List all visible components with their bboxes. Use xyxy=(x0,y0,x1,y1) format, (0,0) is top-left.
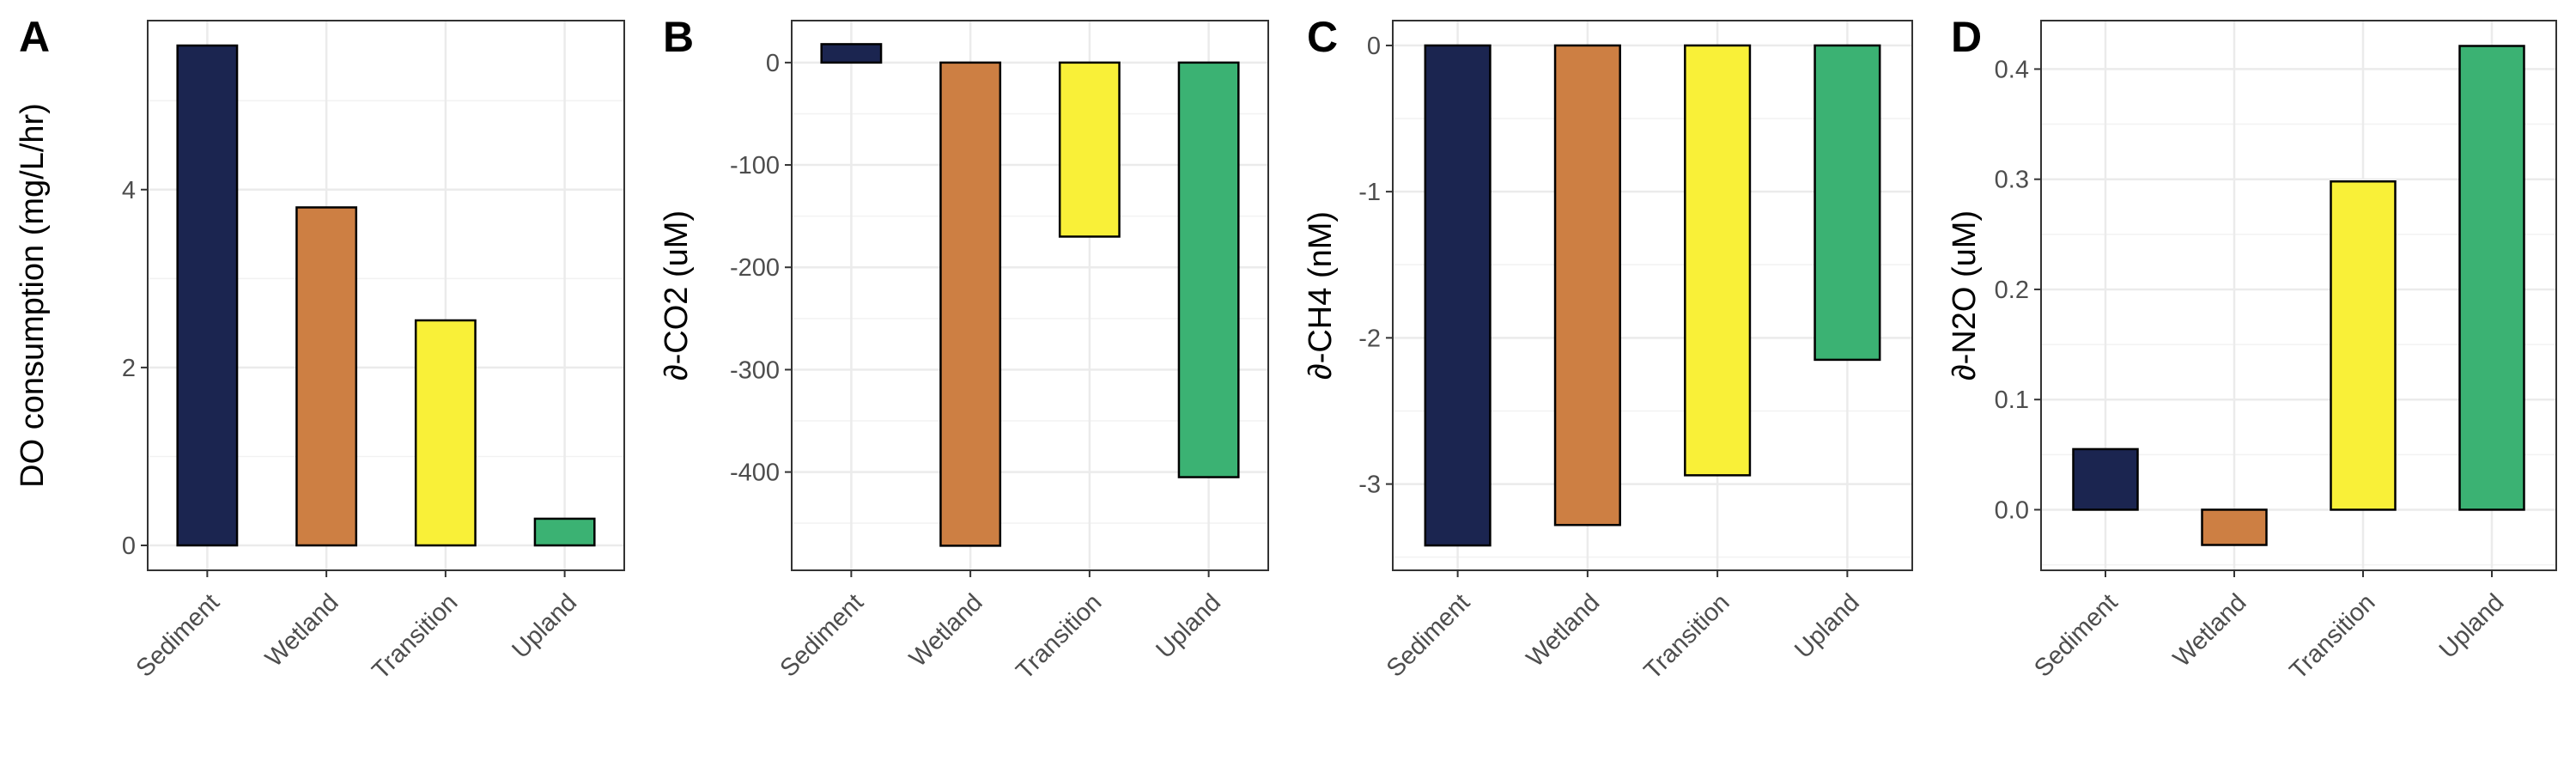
panel-b: -400 -300 -200 -100 0 Sediment Wetland Transiti… xyxy=(659,13,1269,685)
bar-transition xyxy=(414,319,477,547)
y-tick-label: 0 xyxy=(766,50,780,77)
x-tick-label: Transition xyxy=(1011,589,1107,685)
plot-border xyxy=(147,20,625,571)
x-tick-label: Sediment xyxy=(775,589,869,683)
bar-upland xyxy=(1177,61,1240,478)
bar-upland xyxy=(533,517,596,547)
y-tick-label: 0.1 xyxy=(1995,386,2029,414)
bar-sediment xyxy=(2072,447,2139,511)
y-tick-label: 4 xyxy=(122,177,136,204)
plot-border xyxy=(1392,20,1913,571)
y-axis-title: DO consumption (mg/L/hr) xyxy=(15,103,51,488)
x-tick-label: Transition xyxy=(367,589,463,685)
y-tick-label: 0.2 xyxy=(1995,277,2029,304)
bar-transition xyxy=(2330,180,2397,511)
bar-wetland xyxy=(2201,508,2268,546)
y-tick-label: -300 xyxy=(730,356,780,384)
x-tick-label: Sediment xyxy=(1382,589,1475,683)
y-tick-label: 2 xyxy=(122,355,136,382)
panel-d: 0.0 0.1 0.2 0.3 0.4 Sediment Wetland Transition… xyxy=(1947,13,2557,685)
y-tick-label: 0.3 xyxy=(1995,167,2029,194)
panel-c: -3 -2 -1 0 Sediment Wetland Transition Upland ∂-… xyxy=(1303,13,1913,685)
y-tick-label: -1 xyxy=(1358,179,1381,206)
bar-sediment xyxy=(176,44,239,547)
bar-wetland xyxy=(939,61,1002,547)
bar-transition xyxy=(1058,61,1121,238)
x-tick-label: Wetland xyxy=(2168,589,2251,673)
y-axis-title: ∂-CH4 (nM) xyxy=(1303,211,1339,380)
y-tick-label: 0 xyxy=(122,533,136,560)
panel-a: 0 2 4 Sediment Wetland Transition Upland DO con… xyxy=(15,13,625,685)
x-tick-label: Upland xyxy=(1789,589,1865,665)
x-tick-label: Transition xyxy=(2285,589,2381,685)
bar-upland xyxy=(1814,44,1881,362)
x-tick-label: Transition xyxy=(1639,589,1735,685)
y-axis-title: ∂-CO2 (uM) xyxy=(659,210,695,380)
y-tick-label: -400 xyxy=(730,460,780,487)
x-tick-label: Wetland xyxy=(260,589,343,673)
panel-letter: C xyxy=(1307,13,1338,61)
bar-wetland xyxy=(1553,44,1621,526)
y-tick-label: -2 xyxy=(1358,325,1381,352)
y-tick-label: 0.4 xyxy=(1995,56,2029,83)
y-tick-label: -100 xyxy=(730,152,780,180)
x-tick-label: Upland xyxy=(1151,589,1226,665)
bar-transition xyxy=(1684,44,1752,477)
panel-letter: B xyxy=(663,13,694,61)
bar-wetland xyxy=(295,206,358,547)
plot-border xyxy=(791,20,1269,571)
x-tick-label: Upland xyxy=(2434,589,2510,665)
y-tick-label: -200 xyxy=(730,254,780,282)
panel-letter: D xyxy=(1951,13,1982,61)
y-tick-label: -3 xyxy=(1358,472,1381,499)
x-tick-label: Wetland xyxy=(1522,589,1605,673)
bar-sediment xyxy=(1424,44,1492,547)
x-tick-label: Upland xyxy=(507,589,582,665)
bar-upland xyxy=(2458,45,2525,511)
panel-letter: A xyxy=(19,13,50,61)
x-tick-label: Sediment xyxy=(2029,589,2123,683)
x-tick-label: Wetland xyxy=(904,589,987,673)
y-tick-label: 0.0 xyxy=(1995,496,2029,524)
y-tick-label: 0 xyxy=(1367,33,1381,60)
bar-sediment xyxy=(820,43,883,64)
y-axis-title: ∂-N2O (uM) xyxy=(1947,210,1983,380)
x-tick-label: Sediment xyxy=(131,589,225,683)
plot-border xyxy=(2040,20,2557,571)
